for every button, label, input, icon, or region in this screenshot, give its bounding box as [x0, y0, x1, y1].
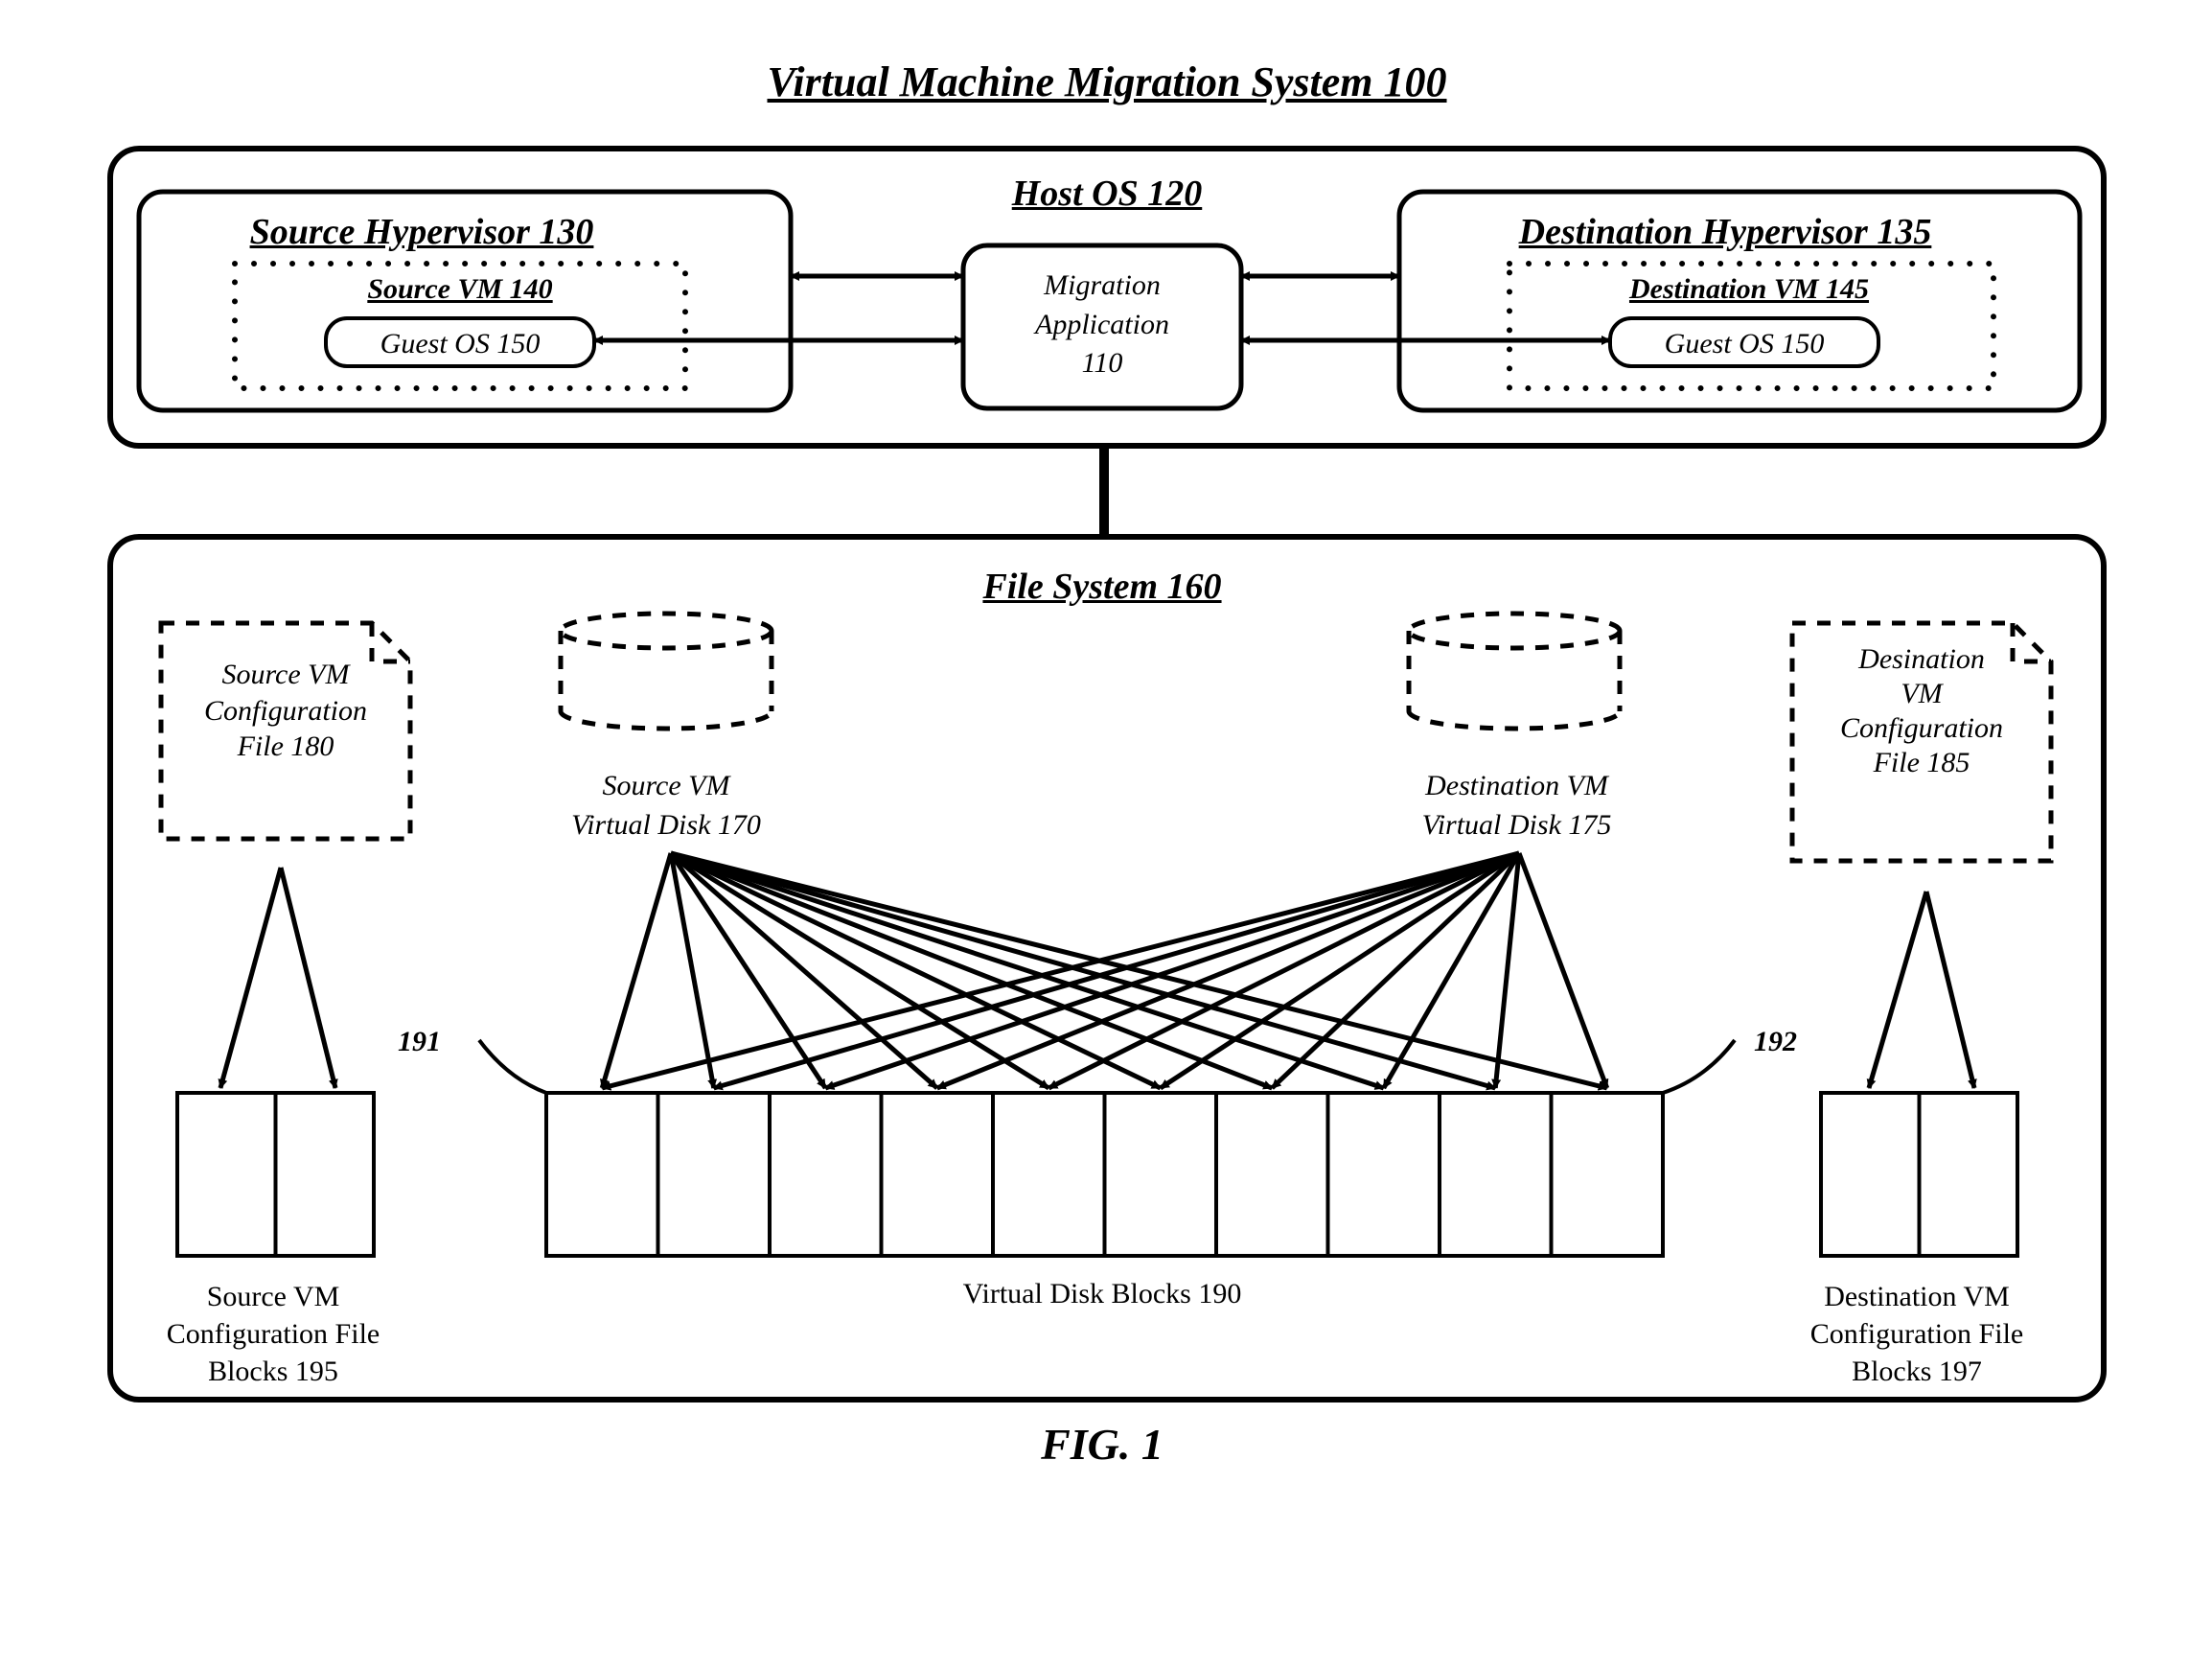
sblk-l2: Configuration File — [120, 1315, 426, 1353]
src-cfg-file-text: Source VM Configuration File 180 — [161, 657, 410, 765]
file-system-title: File System 160 — [891, 566, 1313, 608]
mig-l1: Migration — [963, 267, 1241, 306]
vdb-label: Virtual Disk Blocks 190 — [834, 1278, 1371, 1310]
sblk-l3: Blocks 195 — [120, 1353, 426, 1390]
dst-disk-text: Destination VM Virtual Disk 175 — [1356, 767, 1677, 845]
ddisk-l1: Destination VM — [1356, 767, 1677, 806]
dblk-l1: Destination VM — [1763, 1278, 2070, 1315]
src-vm-title: Source VM 140 — [326, 273, 594, 306]
diagram-stage: Virtual Machine Migration System 100 Hos… — [0, 0, 2212, 1669]
callout-191: 191 — [398, 1026, 441, 1058]
dcfg-l1: Desination — [1792, 642, 2051, 677]
callout-192: 192 — [1754, 1026, 1797, 1058]
mig-l3: 110 — [963, 344, 1241, 383]
scfg-l3: File 180 — [161, 729, 410, 765]
dblk-l2: Configuration File — [1763, 1315, 2070, 1353]
src-hyp-title: Source Hypervisor 130 — [201, 211, 642, 253]
src-disk-text: Source VM Virtual Disk 170 — [518, 767, 815, 845]
ddisk-l2: Virtual Disk 175 — [1356, 806, 1677, 846]
dblk-l3: Blocks 197 — [1763, 1353, 2070, 1390]
mig-l2: Application — [963, 306, 1241, 345]
dcfg-l2: VM — [1792, 677, 2051, 711]
dst-vm-title: Destination VM 145 — [1596, 273, 1902, 306]
src-blocks-label: Source VM Configuration File Blocks 195 — [120, 1278, 426, 1390]
sblk-l1: Source VM — [120, 1278, 426, 1315]
scfg-l1: Source VM — [161, 657, 410, 693]
dst-cfg-file-text: Desination VM Configuration File 185 — [1792, 642, 2051, 780]
sdisk-l2: Virtual Disk 170 — [518, 806, 815, 846]
mig-app-text: Migration Application 110 — [963, 267, 1241, 383]
dst-hyp-title: Destination Hypervisor 135 — [1438, 211, 2013, 253]
guest-os-b: Guest OS 150 — [1610, 328, 1878, 360]
figure-number: FIG. 1 — [958, 1419, 1246, 1470]
dcfg-l4: File 185 — [1792, 746, 2051, 780]
sdisk-l1: Source VM — [518, 767, 815, 806]
dst-blocks-label: Destination VM Configuration File Blocks… — [1763, 1278, 2070, 1390]
guest-os-a: Guest OS 150 — [326, 328, 594, 360]
scfg-l2: Configuration — [161, 693, 410, 730]
dcfg-l3: Configuration — [1792, 711, 2051, 746]
main-title: Virtual Machine Migration System 100 — [518, 58, 1696, 106]
host-os-title: Host OS 120 — [896, 173, 1318, 215]
